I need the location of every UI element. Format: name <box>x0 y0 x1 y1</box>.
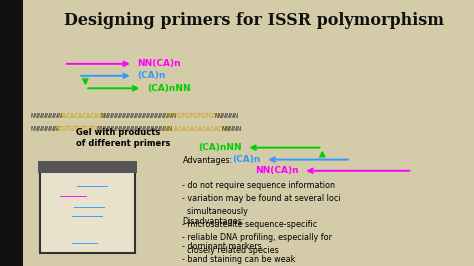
Bar <box>77 186 108 187</box>
Bar <box>74 207 105 208</box>
Text: NNNNNNNN: NNNNNNNN <box>31 113 63 119</box>
Text: (CA)n: (CA)n <box>137 71 166 80</box>
Text: NNNNN: NNNNN <box>221 126 241 132</box>
Text: Gel with products
of different primers: Gel with products of different primers <box>76 128 170 148</box>
Bar <box>72 243 98 244</box>
Bar <box>38 161 137 173</box>
Text: NNNNNNN: NNNNNNN <box>31 126 59 132</box>
Text: (CA)nNN: (CA)nNN <box>147 84 191 93</box>
Bar <box>0 0 14 266</box>
Bar <box>0 0 23 266</box>
Text: NN(CA)n: NN(CA)n <box>255 166 299 175</box>
Text: NNNNNNNNNNNNNNNNNNN: NNNNNNNNNNNNNNNNNNN <box>97 126 173 132</box>
Text: Designing primers for ISSR polymorphism: Designing primers for ISSR polymorphism <box>64 12 444 29</box>
Bar <box>61 196 86 197</box>
Text: NNNNNN: NNNNNN <box>214 113 238 119</box>
Bar <box>40 165 135 253</box>
Text: GTGTGTGTGTGT: GTGTGTGTGTGT <box>55 126 103 132</box>
Bar <box>72 216 103 217</box>
Text: (CA)n: (CA)n <box>232 155 261 164</box>
Text: IACACACACACACACHN: IACACACACACACACHN <box>162 126 230 132</box>
Text: NNNNNNNNNNNNNNNNNNN: NNNNNNNNNNNNNNNNNNN <box>100 113 176 119</box>
Text: NN(CA)n: NN(CA)n <box>137 59 181 68</box>
Text: Advantages:

- do not require sequence information
- variation may be found at s: Advantages: - do not require sequence in… <box>182 156 341 255</box>
Text: (CA)nNN: (CA)nNN <box>198 143 242 152</box>
Text: CACACACACACA: CACACACACACA <box>58 113 107 119</box>
Text: Disadvantages:

- dominant markers
- band staining can be weak: Disadvantages: - dominant markers - band… <box>182 217 296 264</box>
Text: TGTGTGTGTGTGTG: TGTGTGTGTGTGTG <box>166 113 222 119</box>
